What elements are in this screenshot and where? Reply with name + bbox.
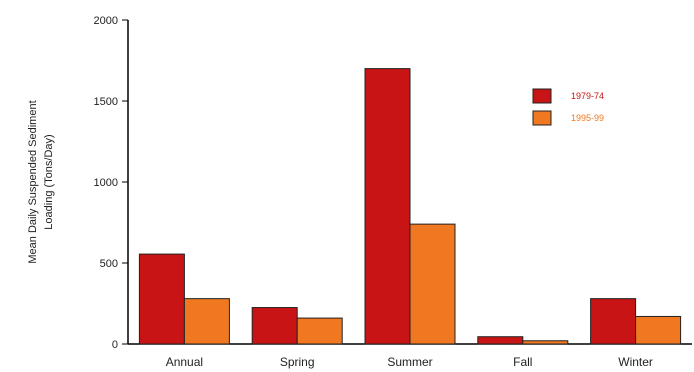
bars [138,68,682,345]
bar-winter-series-2 [635,315,682,345]
legend: 1979-74 1995-99 [532,88,604,126]
y-tick-label: 0 [112,339,118,351]
y-tick-label: 500 [100,258,118,270]
y-tick-label: 2000 [94,15,118,27]
bar-fall-series-1 [477,336,524,345]
y-axis-label-group: Mean Daily Suspended Sediment Loading (To… [27,100,55,263]
y-tick-label: 1500 [94,96,118,108]
x-category-label: Winter [618,355,653,369]
bar-summer-series-2 [409,223,456,345]
bar-fall-series-2 [522,340,569,345]
bar-annual-series-1 [138,253,185,345]
bar-annual-series-2 [183,298,230,345]
legend-swatch-1 [532,88,552,104]
bar-summer-series-1 [364,68,411,345]
bar-winter-series-1 [590,298,637,345]
x-category-label: Summer [387,355,432,369]
bar-spring-series-1 [251,307,298,345]
y-ticks: 0 500 1000 1500 2000 [94,15,128,351]
legend-swatch-2 [532,110,552,126]
x-category-labels: Annual Spring Summer Fall Winter [166,355,653,369]
bar-spring-series-2 [296,317,343,345]
x-category-label: Fall [513,355,532,369]
x-category-label: Annual [166,355,203,369]
legend-label-2: 1995-99 [571,113,604,123]
y-tick-label: 1000 [94,177,118,189]
y-axis-label-line-1: Mean Daily Suspended Sediment [27,100,39,263]
y-axis-label-line-2: Loading (Tons/Day) [43,134,55,229]
x-category-label: Spring [280,355,315,369]
legend-label-1: 1979-74 [571,91,604,101]
